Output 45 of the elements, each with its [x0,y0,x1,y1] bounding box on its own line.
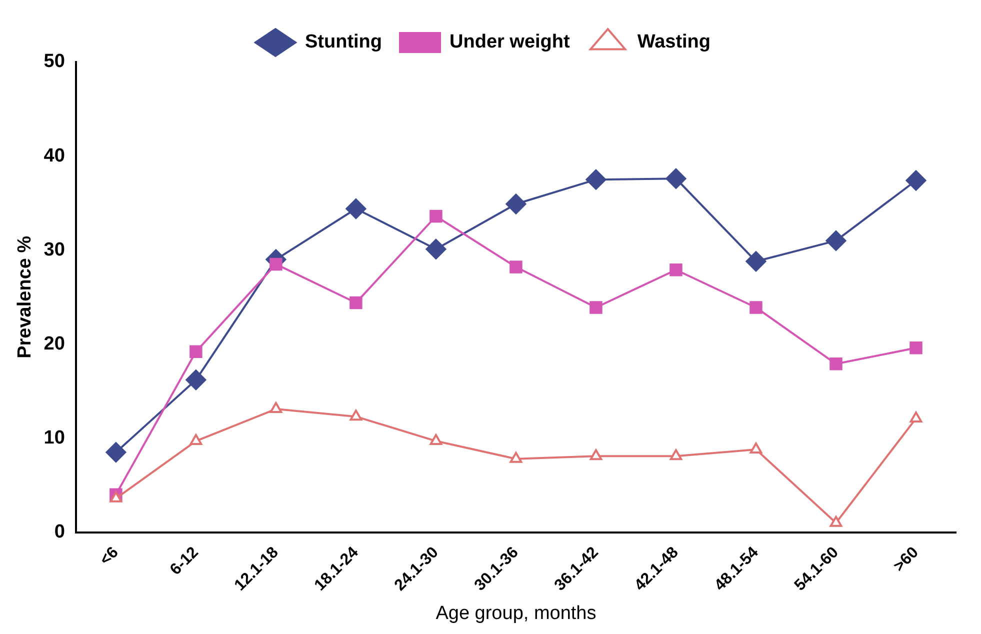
point [830,516,842,527]
point [506,194,526,214]
y-tick-label: 30 [44,239,65,260]
legend-label: Under weight [450,32,571,53]
point [430,210,442,223]
point [106,442,126,463]
point [906,170,926,191]
y-tick-label: 20 [44,333,65,354]
x-tick-label: <6 [96,544,122,569]
point [830,358,842,370]
point [746,251,766,272]
point [590,301,602,314]
point [186,370,206,390]
point [586,169,606,190]
x-tick-label: >60 [890,544,922,576]
point [270,402,282,414]
point [346,198,366,219]
point [350,410,362,421]
point [426,238,446,260]
y-axis-title: Prevalence % [14,236,36,358]
legend-label: Stunting [304,32,382,53]
point [510,260,522,274]
point [270,258,282,271]
point [826,230,846,251]
point [430,434,442,446]
point [510,452,522,463]
x-tick-label: 6-12 [167,544,202,579]
point [750,301,762,314]
point [910,342,922,354]
point [110,491,122,502]
y-tick-label: 10 [44,427,65,448]
y-tick-label: 40 [44,145,65,166]
point [910,411,922,422]
point [750,442,762,454]
point [670,449,682,460]
legend-label: Wasting [637,32,711,53]
point [350,296,362,310]
point [590,449,602,460]
y-tick-label: 50 [44,51,65,72]
point [666,168,686,189]
point [190,345,202,358]
point [190,434,202,446]
point [670,263,682,276]
x-axis-title: Age group, months [436,602,596,624]
y-tick-label: 0 [54,521,65,542]
